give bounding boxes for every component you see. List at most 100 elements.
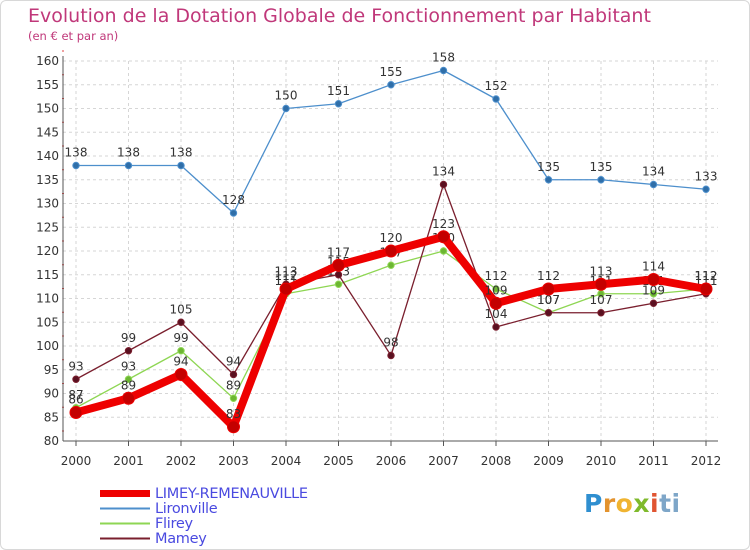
x-tick-label: 2000 bbox=[61, 454, 92, 468]
legend-item-lironville: Lironville bbox=[100, 500, 308, 517]
x-tick-label: 2003 bbox=[218, 454, 249, 468]
legend-item-mamey: Mamey bbox=[100, 530, 308, 547]
logo-letter: o bbox=[615, 489, 634, 518]
proxiti-logo: Proxiti bbox=[584, 489, 681, 518]
data-label-flirey: 99 bbox=[173, 331, 188, 345]
data-point-flirey bbox=[387, 261, 395, 269]
data-label-lironville: 158 bbox=[432, 51, 455, 65]
data-point-lironville bbox=[282, 104, 290, 113]
data-label-limey-remenauville: 113 bbox=[590, 264, 613, 278]
data-label-flirey: 89 bbox=[226, 378, 241, 392]
data-point-mamey bbox=[334, 271, 343, 279]
data-label-mamey: 93 bbox=[68, 359, 83, 373]
data-point-mamey bbox=[544, 309, 553, 317]
y-tick-label: 160 bbox=[36, 54, 59, 68]
x-tick-label: 2005 bbox=[323, 454, 354, 468]
data-point-limey-remenauville bbox=[69, 406, 83, 419]
x-tick-label: 2008 bbox=[481, 454, 512, 468]
x-tick-label: 2009 bbox=[533, 454, 564, 468]
data-label-limey-remenauville: 109 bbox=[485, 283, 508, 297]
data-point-flirey bbox=[177, 347, 185, 355]
data-label-flirey: 107 bbox=[537, 293, 560, 307]
chart-title: Evolution de la Dotation Globale de Fonc… bbox=[28, 5, 651, 27]
data-point-limey-remenauville bbox=[332, 258, 345, 272]
data-point-mamey bbox=[229, 370, 238, 379]
x-tick-label: 2004 bbox=[271, 454, 302, 468]
data-label-lironville: 138 bbox=[65, 146, 88, 160]
legend-label-lironville: Lironville bbox=[155, 500, 218, 517]
data-point-lironville bbox=[492, 95, 500, 103]
logo-letter: P bbox=[584, 489, 603, 518]
y-tick-label: 100 bbox=[36, 339, 59, 353]
data-label-lironville: 151 bbox=[327, 84, 350, 98]
legend-item-flirey: Flirey bbox=[100, 515, 308, 532]
data-label-lironville: 134 bbox=[642, 165, 665, 179]
data-point-limey-remenauville bbox=[122, 391, 135, 405]
logo-letter: i bbox=[671, 489, 681, 518]
data-label-lironville: 135 bbox=[537, 160, 560, 174]
y-tick-label: 95 bbox=[44, 363, 59, 377]
y-tick-label: 110 bbox=[36, 292, 59, 306]
y-tick-label: 115 bbox=[36, 268, 59, 282]
y-tick-label: 120 bbox=[36, 244, 59, 258]
x-tick-label: 2002 bbox=[166, 454, 197, 468]
data-point-limey-remenauville bbox=[227, 420, 240, 434]
data-label-flirey: 93 bbox=[121, 359, 136, 373]
y-tick-label: 85 bbox=[44, 410, 59, 424]
data-label-lironville: 150 bbox=[275, 89, 298, 103]
data-label-flirey: 112 bbox=[695, 269, 718, 283]
y-tick-label: 135 bbox=[36, 173, 59, 187]
data-label-lironville: 135 bbox=[590, 160, 613, 174]
y-tick-label: 90 bbox=[44, 387, 59, 401]
data-label-limey-remenauville: 89 bbox=[121, 378, 136, 392]
legend-swatch-flirey bbox=[100, 522, 150, 525]
x-tick-label: 2012 bbox=[691, 454, 722, 468]
data-point-limey-remenauville bbox=[384, 244, 398, 258]
data-point-flirey bbox=[124, 375, 133, 383]
data-label-lironville: 133 bbox=[695, 169, 718, 183]
legend-label-limey: LIMEY-REMENAUVILLE bbox=[155, 485, 308, 502]
data-label-limey-remenauville: 86 bbox=[68, 393, 83, 407]
data-point-flirey bbox=[649, 290, 658, 298]
data-label-mamey: 105 bbox=[170, 302, 193, 316]
data-label-limey-remenauville: 112 bbox=[537, 269, 560, 283]
logo-letter: r bbox=[602, 489, 616, 518]
legend-label-mamey: Mamey bbox=[155, 530, 207, 547]
data-label-limey-remenauville: 112 bbox=[695, 269, 718, 283]
data-point-mamey bbox=[597, 309, 605, 317]
data-point-limey-remenauville bbox=[489, 296, 503, 310]
data-point-limey-remenauville bbox=[437, 230, 450, 244]
y-tick-label: 125 bbox=[36, 220, 59, 234]
y-tick-label: 105 bbox=[36, 315, 59, 329]
legend-item-limey: LIMEY-REMENAUVILLE bbox=[100, 485, 308, 502]
data-point-limey-remenauville bbox=[174, 368, 188, 381]
data-point-lironville bbox=[649, 180, 658, 189]
data-label-mamey: 104 bbox=[485, 307, 508, 321]
data-label-limey-remenauville: 117 bbox=[327, 245, 350, 259]
data-label-lironville: 155 bbox=[380, 65, 403, 79]
data-point-lironville bbox=[177, 161, 185, 170]
data-point-lironville bbox=[544, 176, 553, 184]
y-tick-label: 80 bbox=[44, 434, 59, 448]
y-tick-label: 150 bbox=[36, 102, 59, 116]
data-point-lironville bbox=[124, 161, 133, 170]
x-tick-label: 2011 bbox=[638, 454, 669, 468]
y-tick-label: 145 bbox=[36, 125, 59, 139]
y-tick-label: 155 bbox=[36, 78, 59, 92]
y-tick-label: 130 bbox=[36, 197, 59, 211]
chart-subtitle: (en € et par an) bbox=[28, 29, 119, 43]
x-tick-label: 2006 bbox=[376, 454, 407, 468]
legend-label-flirey: Flirey bbox=[155, 515, 193, 532]
data-point-limey-remenauville bbox=[279, 282, 293, 296]
data-point-limey-remenauville bbox=[542, 282, 555, 296]
data-label-limey-remenauville: 83 bbox=[226, 407, 241, 421]
data-label-limey-remenauville: 94 bbox=[173, 355, 188, 369]
data-point-flirey bbox=[229, 394, 238, 402]
data-point-limey-remenauville bbox=[647, 273, 660, 286]
data-label-mamey: 109 bbox=[642, 283, 665, 297]
data-label-lironville: 152 bbox=[485, 79, 508, 93]
data-point-mamey bbox=[387, 351, 395, 360]
data-point-mamey bbox=[124, 347, 133, 355]
data-label-limey-remenauville: 120 bbox=[380, 231, 403, 245]
